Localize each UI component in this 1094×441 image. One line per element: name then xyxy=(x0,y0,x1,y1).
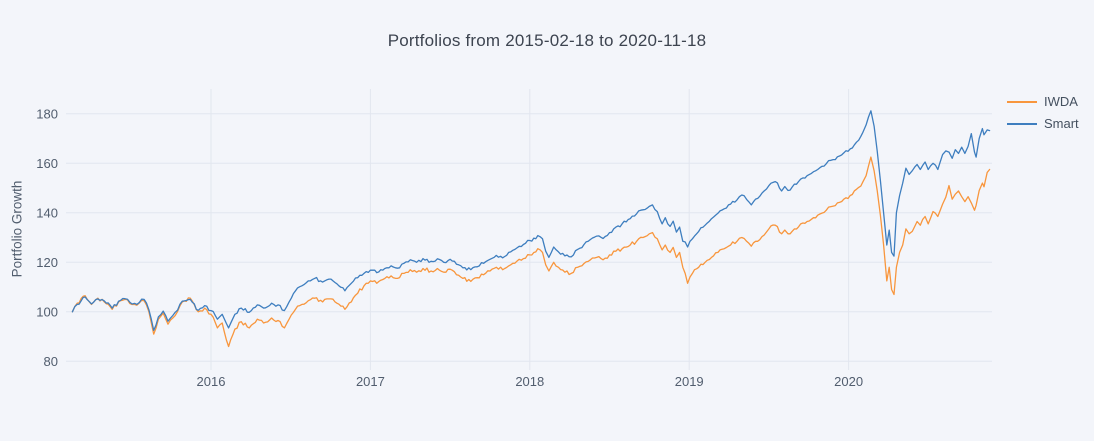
series-line-iwda[interactable] xyxy=(71,156,991,348)
x-tick-label: 2017 xyxy=(356,374,385,389)
y-tick-label: 80 xyxy=(44,354,58,369)
y-tick-label: 120 xyxy=(36,255,58,270)
y-tick-label: 180 xyxy=(36,106,58,121)
y-tick-label: 160 xyxy=(36,156,58,171)
legend: IWDA Smart xyxy=(1007,94,1079,131)
y-axis-tick-labels: 80 100 120 140 160 180 xyxy=(36,106,58,369)
y-tick-label: 140 xyxy=(36,205,58,220)
series-lines xyxy=(71,110,991,348)
legend-label-smart: Smart xyxy=(1044,116,1079,131)
series-line-smart[interactable] xyxy=(71,110,991,332)
x-tick-label: 2019 xyxy=(675,374,704,389)
x-axis-tick-labels: 2016 2017 2018 2019 2020 xyxy=(197,374,864,389)
iwda-line-swatch xyxy=(1007,100,1037,103)
gridlines xyxy=(66,89,992,370)
y-tick-label: 100 xyxy=(36,304,58,319)
plot-area[interactable] xyxy=(66,89,992,370)
chart-title: Portfolios from 2015-02-18 to 2020-11-18 xyxy=(387,31,707,50)
legend-label-iwda: IWDA xyxy=(1044,94,1078,109)
x-tick-label: 2020 xyxy=(834,374,863,389)
x-tick-label: 2016 xyxy=(197,374,226,389)
smart-line-swatch xyxy=(1007,122,1037,125)
legend-item-smart[interactable]: Smart xyxy=(1007,116,1079,131)
legend-item-iwda[interactable]: IWDA xyxy=(1007,94,1079,109)
x-tick-label: 2018 xyxy=(515,374,544,389)
